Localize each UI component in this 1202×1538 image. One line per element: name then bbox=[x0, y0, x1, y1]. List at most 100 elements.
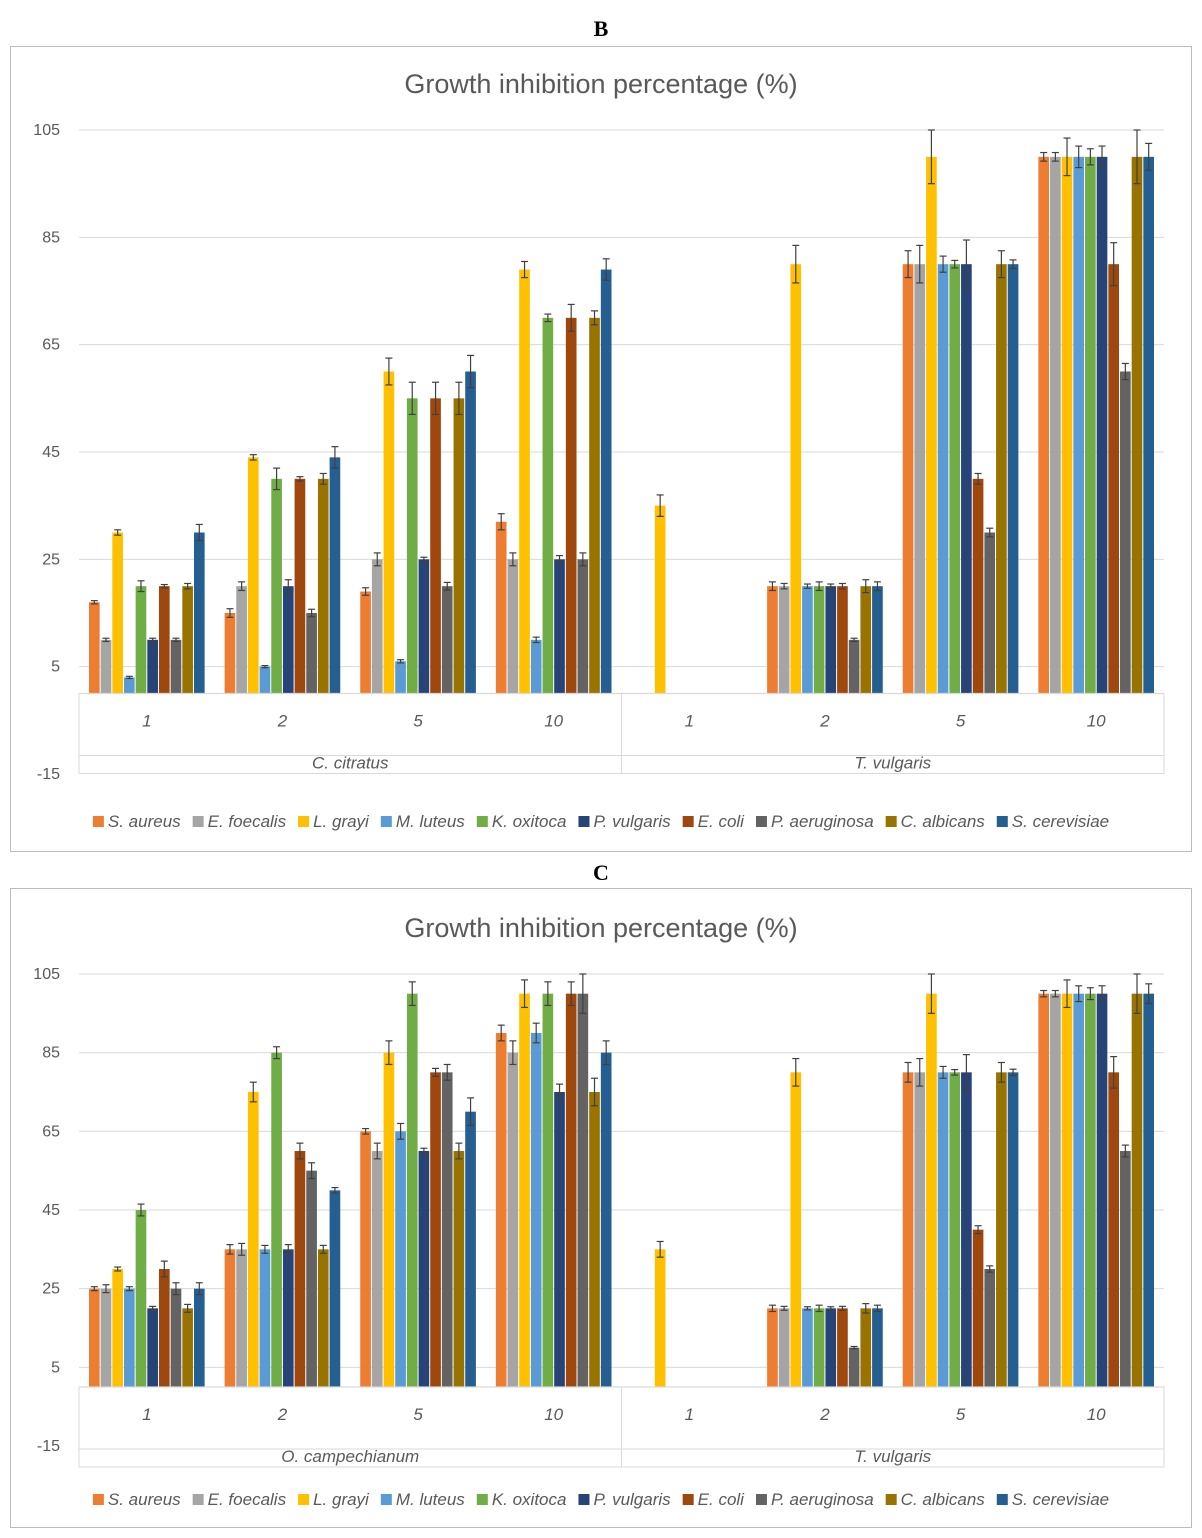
legend-swatch bbox=[380, 1494, 392, 1505]
bar bbox=[271, 1052, 282, 1387]
legend-swatch bbox=[476, 1494, 488, 1505]
y-tick-label: 105 bbox=[33, 966, 60, 983]
bar bbox=[418, 1151, 430, 1387]
x-category-label: 5 bbox=[956, 1405, 966, 1424]
bar bbox=[170, 639, 182, 694]
bar bbox=[937, 1072, 949, 1387]
bar bbox=[406, 398, 418, 694]
x-category-label: 10 bbox=[1087, 712, 1106, 731]
bar bbox=[294, 478, 306, 694]
bar bbox=[1085, 156, 1096, 694]
y-tick-label: 105 bbox=[33, 122, 60, 139]
legend-swatch bbox=[755, 1494, 767, 1505]
legend-swatch bbox=[885, 1494, 897, 1505]
legend-label: P. aeruginosa bbox=[771, 1490, 874, 1509]
bar-chart-c: Growth inhibition percentage (%)-1552545… bbox=[33, 913, 1165, 1509]
bar bbox=[282, 1249, 294, 1387]
bar bbox=[984, 532, 996, 694]
bar bbox=[914, 1072, 926, 1387]
bar bbox=[1073, 993, 1085, 1387]
legend-label: C. albicans bbox=[901, 812, 986, 831]
bar bbox=[565, 317, 577, 694]
bar bbox=[430, 398, 441, 694]
y-tick-label: -15 bbox=[37, 1438, 60, 1455]
bar bbox=[247, 457, 259, 694]
legend-label: P. vulgaris bbox=[593, 812, 671, 831]
bar bbox=[1038, 993, 1050, 1387]
bar bbox=[182, 586, 193, 694]
legend-swatch bbox=[298, 816, 310, 827]
x-group-label: C. citratus bbox=[312, 754, 389, 773]
bar bbox=[530, 639, 542, 694]
bar bbox=[837, 1308, 848, 1387]
bar bbox=[961, 1072, 972, 1387]
bar bbox=[926, 156, 937, 694]
legend-swatch bbox=[192, 816, 204, 827]
bar bbox=[542, 317, 554, 694]
bar bbox=[825, 1308, 837, 1387]
x-category-label: 5 bbox=[413, 712, 423, 731]
bar bbox=[872, 1308, 883, 1387]
y-tick-label: -15 bbox=[37, 766, 60, 783]
bar bbox=[1131, 993, 1143, 1387]
legend-label: M. luteus bbox=[396, 1490, 465, 1509]
bar-chart-b: Growth inhibition percentage (%)-1552545… bbox=[33, 69, 1165, 831]
bar bbox=[926, 993, 937, 1387]
y-tick-label: 25 bbox=[42, 551, 60, 568]
legend-swatch bbox=[92, 1494, 104, 1505]
bar bbox=[465, 1111, 476, 1387]
bar bbox=[88, 602, 100, 694]
bar bbox=[519, 993, 530, 1387]
bar bbox=[1038, 156, 1050, 694]
bar bbox=[306, 1170, 317, 1387]
legend-swatch bbox=[298, 1494, 310, 1505]
x-category-label: 2 bbox=[277, 1405, 288, 1424]
bar bbox=[996, 1072, 1007, 1387]
bar bbox=[371, 559, 383, 694]
bar bbox=[329, 457, 341, 694]
bar bbox=[767, 1308, 778, 1387]
bar bbox=[135, 1210, 147, 1387]
y-tick-label: 5 bbox=[51, 1359, 60, 1376]
bar bbox=[577, 993, 589, 1387]
bar bbox=[848, 1347, 860, 1387]
bar bbox=[495, 521, 507, 694]
legend-label: S. aureus bbox=[108, 1490, 181, 1509]
bar bbox=[441, 1072, 453, 1387]
panel-label-c: C bbox=[593, 860, 609, 885]
bar bbox=[949, 264, 961, 694]
bar bbox=[395, 661, 406, 694]
bar bbox=[790, 1072, 802, 1387]
bar bbox=[813, 1308, 825, 1387]
x-category-label: 2 bbox=[819, 1405, 830, 1424]
legend-label: E. foecalis bbox=[208, 812, 287, 831]
bar bbox=[802, 586, 813, 694]
bar bbox=[236, 1249, 247, 1387]
bar bbox=[294, 1151, 306, 1387]
bar bbox=[554, 1092, 565, 1387]
bar bbox=[236, 586, 247, 694]
bar bbox=[170, 1288, 182, 1387]
bar bbox=[395, 1131, 406, 1387]
y-tick-label: 25 bbox=[42, 1281, 60, 1298]
bar bbox=[1131, 156, 1143, 694]
legend-swatch bbox=[996, 816, 1008, 827]
bar bbox=[453, 398, 465, 694]
y-tick-label: 5 bbox=[51, 659, 60, 676]
legend-label: S. cerevisiae bbox=[1012, 1490, 1109, 1509]
bar bbox=[949, 1072, 961, 1387]
bar bbox=[1108, 264, 1120, 694]
legend-label: S. aureus bbox=[108, 812, 181, 831]
bar bbox=[1143, 993, 1155, 1387]
bar bbox=[147, 639, 158, 694]
bar bbox=[1007, 1072, 1019, 1387]
bar bbox=[317, 1249, 329, 1387]
bar bbox=[453, 1151, 465, 1387]
bar bbox=[306, 613, 317, 694]
bar bbox=[1050, 156, 1061, 694]
bar bbox=[112, 1269, 123, 1387]
legend-label: E. coli bbox=[698, 812, 746, 831]
bar bbox=[135, 586, 147, 694]
bar bbox=[589, 1092, 600, 1387]
bar bbox=[383, 1052, 395, 1387]
